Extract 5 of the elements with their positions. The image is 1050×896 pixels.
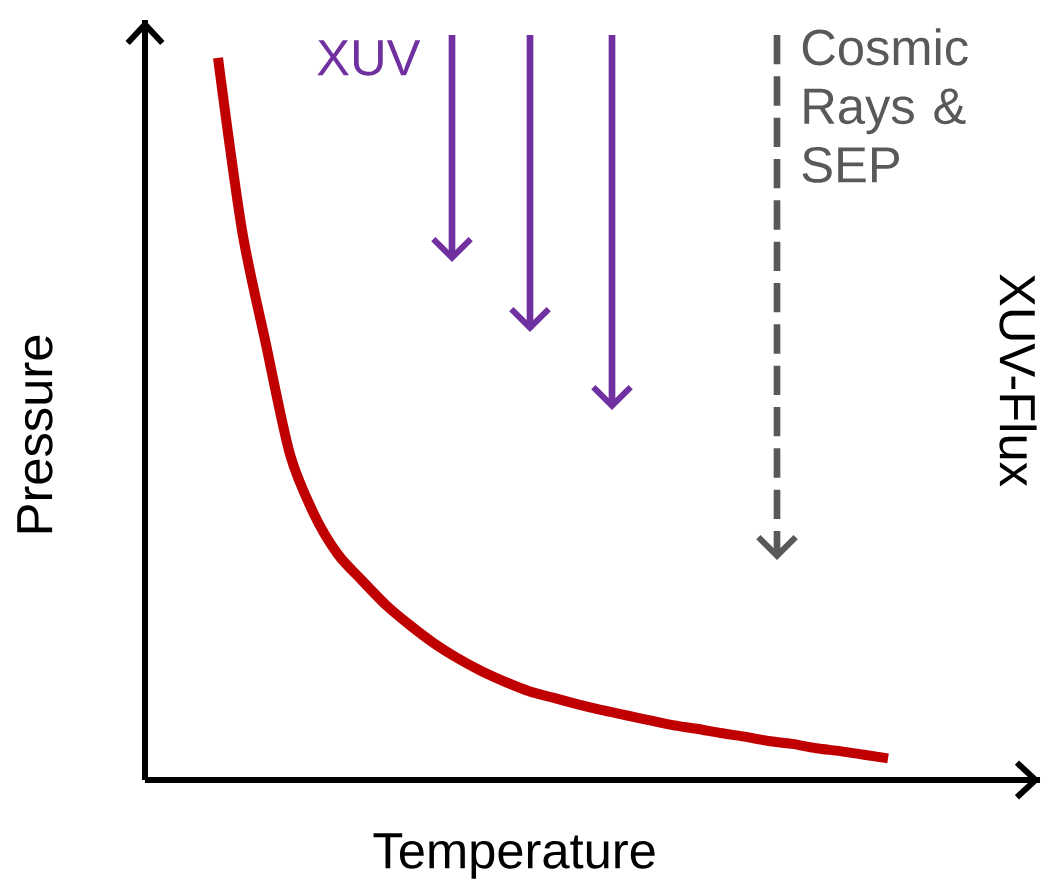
- annotation: Cosmic Rays & SEP: [802, 28, 968, 184]
- annotation: XUV: [317, 40, 421, 76]
- y-axis-title: Pressure: [17, 336, 53, 533]
- y2-axis-title: XUV-Flux: [999, 274, 1037, 487]
- x-axis-title: Temperature: [373, 833, 655, 879]
